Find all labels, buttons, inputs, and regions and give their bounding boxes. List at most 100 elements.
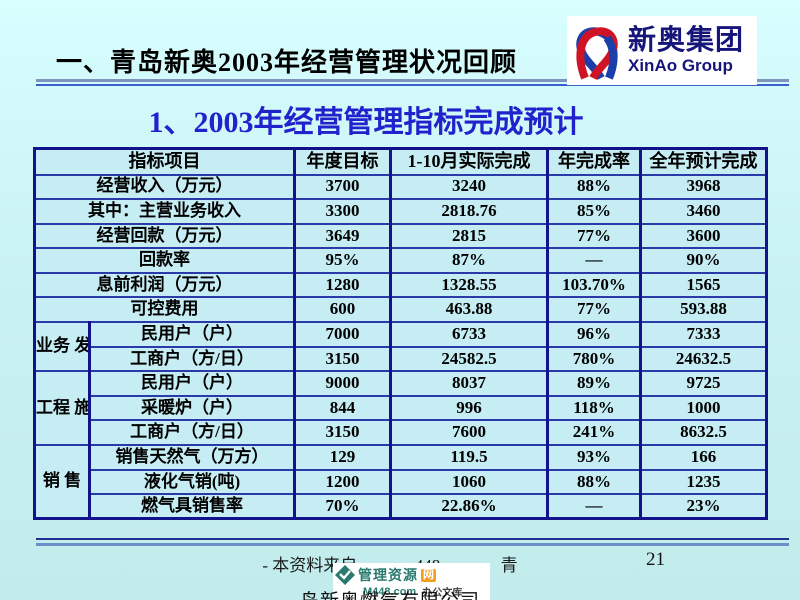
watermark-site-name: 管理资源 <box>358 569 418 584</box>
watermark-row-2: M448.com 办公文库 <box>335 585 488 600</box>
col-header-indicator: 指标项目 <box>33 147 295 175</box>
watermark-tagline: 办公文库 <box>422 588 463 599</box>
cell: 3700 <box>293 173 391 200</box>
row-label: 采暖炉（户） <box>88 394 295 421</box>
cell: — <box>546 247 641 273</box>
cell: 2815 <box>389 222 548 249</box>
col-header-actual: 1-10月实际完成 <box>389 147 548 175</box>
table-row: 工商户（方/日） 3150 24582.5 780% 24632.5 <box>35 345 767 372</box>
col-header-full-year-forecast: 全年预计完成 <box>639 147 767 175</box>
metrics-table: 指标项目 年度目标 1-10月实际完成 年完成率 全年预计完成 经营收入（万元）… <box>33 147 768 521</box>
cell: 1280 <box>293 271 391 298</box>
row-label: 工商户（方/日） <box>88 419 295 446</box>
watermark-domain: M448.com <box>363 585 417 598</box>
cell: 3150 <box>293 345 391 372</box>
cell: 103.70% <box>546 271 641 298</box>
cell: 780% <box>546 345 641 372</box>
cell: 129 <box>293 444 391 470</box>
cell: 1000 <box>639 394 767 421</box>
row-label: 可控费用 <box>33 296 295 323</box>
cell: 1328.55 <box>389 271 548 298</box>
table-row: 液化气销(吨) 1200 1060 88% 1235 <box>35 468 767 495</box>
cell: 463.88 <box>389 296 548 323</box>
cell: 3150 <box>293 419 391 446</box>
company-logo: 新奥集团 XinAo Group <box>567 16 757 85</box>
cell: 88% <box>546 173 641 200</box>
cell: 22.86% <box>389 493 548 519</box>
cell: 593.88 <box>639 296 767 323</box>
cell: 24582.5 <box>389 345 548 372</box>
cell: 6733 <box>389 321 548 347</box>
watermark-badge: 管理资源 网 M448.com 办公文库 <box>333 563 490 600</box>
cell: 600 <box>293 296 391 323</box>
section-title: 一、青岛新奥2003年经营管理状况回顾 <box>56 48 518 77</box>
table-header-row: 指标项目 年度目标 1-10月实际完成 年完成率 全年预计完成 <box>33 147 767 175</box>
cell: — <box>546 493 641 519</box>
cell: 90% <box>639 247 767 273</box>
table-row: 销 售 销售天然气（万方） 129 119.5 93% 166 <box>33 444 767 519</box>
row-label: 经营回款（万元） <box>33 222 295 249</box>
cell: 3968 <box>639 173 767 200</box>
table-row: 业务 发展 民用户（户） 7000 6733 96% 7333 <box>33 321 767 372</box>
cell: 9725 <box>639 370 767 396</box>
table-row: 经营回款（万元） 3649 2815 77% 3600 <box>33 222 767 249</box>
table-row: 其中：主营业务收入 3300 2818.76 85% 3460 <box>33 198 767 224</box>
row-label: 经营收入（万元） <box>33 173 295 200</box>
logo-text: 新奥集团 XinAo Group <box>628 25 745 75</box>
cell: 95% <box>293 247 391 273</box>
cell: 93% <box>546 444 641 470</box>
cell: 3240 <box>389 173 548 200</box>
cell: 118% <box>546 394 641 421</box>
slide-title: 1、2003年经营管理指标完成预计 <box>148 106 584 139</box>
row-label: 销售天然气（万方） <box>88 444 295 470</box>
cell: 241% <box>546 419 641 446</box>
table-row: 经营收入（万元） 3700 3240 88% 3968 <box>33 173 767 200</box>
cell: 844 <box>293 394 391 421</box>
row-label: 液化气销(吨) <box>88 468 295 495</box>
cell: 96% <box>546 321 641 347</box>
table-row: 采暖炉（户） 844 996 118% 1000 <box>35 394 767 421</box>
cell: 1200 <box>293 468 391 495</box>
group-label-business-development: 业务 发展 <box>33 321 90 372</box>
cell: 9000 <box>293 370 391 396</box>
cell: 2818.76 <box>389 198 548 224</box>
cell: 8632.5 <box>639 419 767 446</box>
group-label-engineering: 工程 施工 <box>33 370 90 446</box>
cell: 166 <box>639 444 767 470</box>
cell: 70% <box>293 493 391 519</box>
logo-name-cn: 新奥集团 <box>628 25 745 56</box>
watermark-net-icon: 网 <box>421 568 436 582</box>
cell: 119.5 <box>389 444 548 470</box>
watermark-diamond-icon <box>335 565 355 585</box>
cell: 3600 <box>639 222 767 249</box>
footer-rule-bottom <box>36 543 789 546</box>
row-label: 燃气具销售率 <box>88 493 295 519</box>
cell: 3300 <box>293 198 391 224</box>
cell: 7333 <box>639 321 767 347</box>
row-label: 工商户（方/日） <box>88 345 295 372</box>
table-row: 工商户（方/日） 3150 7600 241% 8632.5 <box>35 419 767 446</box>
logo-name-en: XinAo Group <box>628 56 733 75</box>
table-row: 回款率 95% 87% — 90% <box>33 247 767 273</box>
row-label: 息前利润（万元） <box>33 271 295 298</box>
table-row: 燃气具销售率 70% 22.86% — 23% <box>35 493 767 519</box>
cell: 23% <box>639 493 767 519</box>
cell: 7000 <box>293 321 391 347</box>
cell: 88% <box>546 468 641 495</box>
page-number: 21 <box>646 549 665 570</box>
cell: 7600 <box>389 419 548 446</box>
header-rule-bottom <box>36 84 789 86</box>
row-label: 民用户（户） <box>88 370 295 396</box>
table-row: 工程 施工 民用户（户） 9000 8037 89% 9725 <box>33 370 767 446</box>
row-label: 其中：主营业务收入 <box>33 198 295 224</box>
cell: 8037 <box>389 370 548 396</box>
cell: 1235 <box>639 468 767 495</box>
watermark-row-1: 管理资源 网 <box>335 565 488 585</box>
cell: 87% <box>389 247 548 273</box>
cell: 89% <box>546 370 641 396</box>
cell: 77% <box>546 296 641 323</box>
cell: 3460 <box>639 198 767 224</box>
header-rule-top <box>36 79 789 82</box>
group-label-sales: 销 售 <box>33 444 90 519</box>
col-header-completion-rate: 年完成率 <box>546 147 641 175</box>
